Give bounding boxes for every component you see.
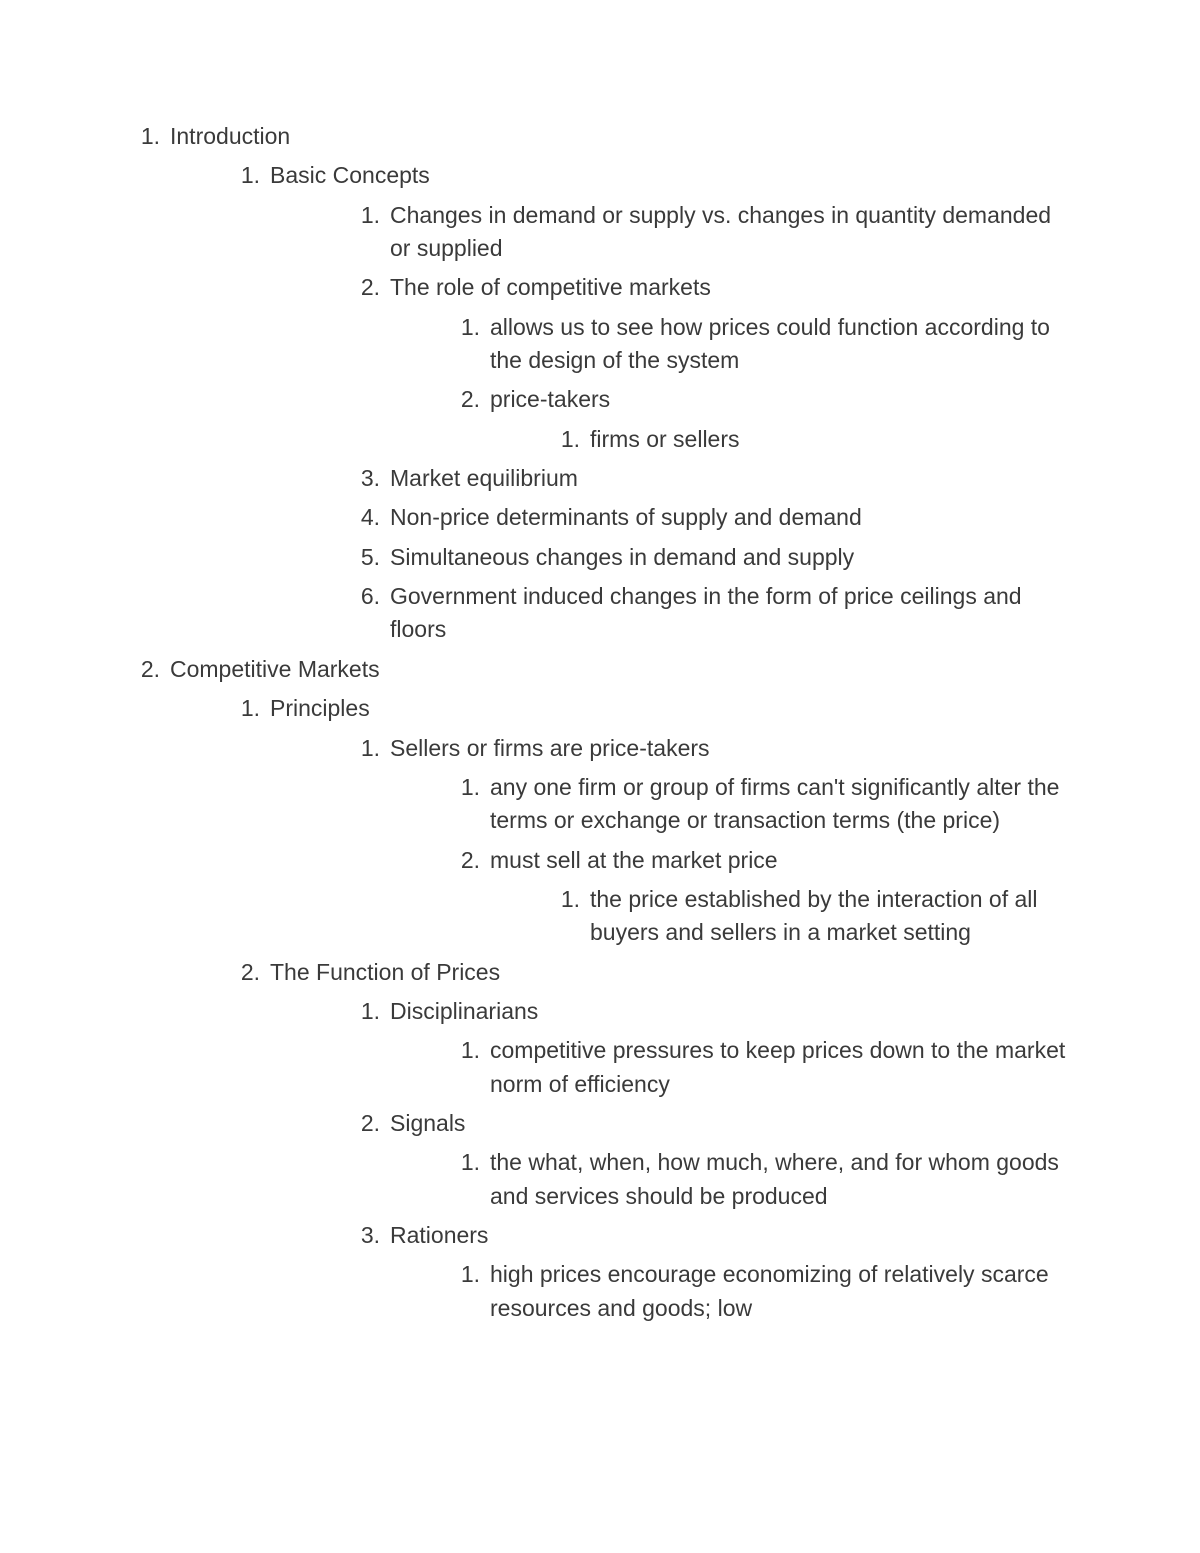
- outline-text: Market equilibrium: [390, 462, 1070, 495]
- outline-text: The role of competitive markets: [390, 271, 1070, 304]
- outline-text: competitive pressures to keep prices dow…: [490, 1034, 1070, 1101]
- outline-number: 2.: [450, 844, 480, 877]
- outline-text: Basic Concepts: [270, 159, 1070, 192]
- outline-text: Simultaneous changes in demand and suppl…: [390, 541, 1070, 574]
- outline-item: 2. The role of competitive markets: [130, 271, 1070, 304]
- outline-number: 3.: [350, 462, 380, 495]
- outline-text: firms or sellers: [590, 423, 1070, 456]
- outline-number: 1.: [550, 883, 580, 916]
- outline-item: 2. The Function of Prices: [130, 956, 1070, 989]
- outline-text: the price established by the interaction…: [590, 883, 1070, 950]
- outline-number: 1.: [450, 1146, 480, 1179]
- outline-text: high prices encourage economizing of rel…: [490, 1258, 1070, 1325]
- outline-document: 1. Introduction 1. Basic Concepts 1. Changes …: [130, 120, 1070, 1325]
- outline-item: 1. Basic Concepts: [130, 159, 1070, 192]
- outline-item: 3. Market equilibrium: [130, 462, 1070, 495]
- outline-text: Non-price determinants of supply and dem…: [390, 501, 1070, 534]
- outline-number: 1.: [450, 1034, 480, 1067]
- outline-item: 4. Non-price determinants of supply and d…: [130, 501, 1070, 534]
- outline-text: Competitive Markets: [170, 653, 1070, 686]
- outline-text: Principles: [270, 692, 1070, 725]
- outline-item: 3. Rationers: [130, 1219, 1070, 1252]
- outline-number: 1.: [550, 423, 580, 456]
- outline-number: 2.: [130, 653, 160, 686]
- outline-item: 2. Competitive Markets: [130, 653, 1070, 686]
- outline-number: 1.: [230, 692, 260, 725]
- outline-number: 2.: [230, 956, 260, 989]
- outline-number: 1.: [350, 199, 380, 232]
- outline-item: 1. Changes in demand or supply vs. change…: [130, 199, 1070, 266]
- outline-number: 1.: [350, 732, 380, 765]
- outline-text: Sellers or firms are price-takers: [390, 732, 1070, 765]
- outline-number: 1.: [450, 311, 480, 344]
- outline-item: 1. allows us to see how prices could func…: [130, 311, 1070, 378]
- outline-number: 6.: [350, 580, 380, 613]
- outline-number: 1.: [350, 995, 380, 1028]
- outline-item: 1. Sellers or firms are price-takers: [130, 732, 1070, 765]
- outline-number: 5.: [350, 541, 380, 574]
- outline-item: 1. Disciplinarians: [130, 995, 1070, 1028]
- outline-text: Changes in demand or supply vs. changes …: [390, 199, 1070, 266]
- outline-item: 2. Signals: [130, 1107, 1070, 1140]
- outline-number: 1.: [450, 771, 480, 804]
- outline-text: allows us to see how prices could functi…: [490, 311, 1070, 378]
- outline-number: 2.: [450, 383, 480, 416]
- outline-number: 1.: [230, 159, 260, 192]
- outline-item: 1. Introduction: [130, 120, 1070, 153]
- outline-text: The Function of Prices: [270, 956, 1070, 989]
- outline-item: 6. Government induced changes in the form…: [130, 580, 1070, 647]
- outline-item: 2. must sell at the market price: [130, 844, 1070, 877]
- outline-text: the what, when, how much, where, and for…: [490, 1146, 1070, 1213]
- outline-text: any one firm or group of firms can't sig…: [490, 771, 1070, 838]
- outline-item: 1. firms or sellers: [130, 423, 1070, 456]
- outline-item: 1. the price established by the interacti…: [130, 883, 1070, 950]
- outline-text: Rationers: [390, 1219, 1070, 1252]
- outline-item: 1. any one firm or group of firms can't s…: [130, 771, 1070, 838]
- outline-number: 3.: [350, 1219, 380, 1252]
- outline-text: price-takers: [490, 383, 1070, 416]
- outline-number: 4.: [350, 501, 380, 534]
- outline-item: 5. Simultaneous changes in demand and sup…: [130, 541, 1070, 574]
- outline-text: Signals: [390, 1107, 1070, 1140]
- outline-text: Government induced changes in the form o…: [390, 580, 1070, 647]
- outline-text: must sell at the market price: [490, 844, 1070, 877]
- outline-number: 1.: [450, 1258, 480, 1291]
- outline-number: 2.: [350, 1107, 380, 1140]
- outline-item: 2. price-takers: [130, 383, 1070, 416]
- outline-item: 1. Principles: [130, 692, 1070, 725]
- outline-text: Disciplinarians: [390, 995, 1070, 1028]
- outline-item: 1. high prices encourage economizing of r…: [130, 1258, 1070, 1325]
- outline-text: Introduction: [170, 120, 1070, 153]
- outline-item: 1. competitive pressures to keep prices d…: [130, 1034, 1070, 1101]
- outline-item: 1. the what, when, how much, where, and f…: [130, 1146, 1070, 1213]
- outline-number: 2.: [350, 271, 380, 304]
- outline-number: 1.: [130, 120, 160, 153]
